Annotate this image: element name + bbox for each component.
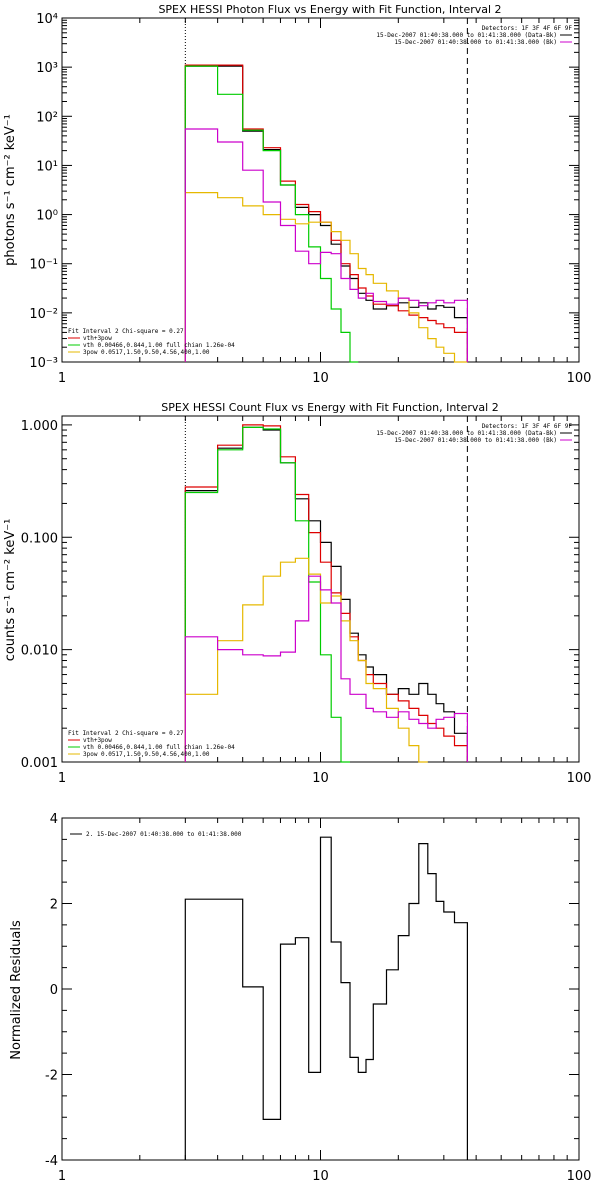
count-flux-fit-header: Fit Interval 2 Chi-square = 0.27	[68, 730, 184, 737]
residuals-y-tick-label-4: 4	[50, 812, 58, 827]
count-flux-y-title: counts s⁻¹ cm⁻² keV⁻¹	[3, 519, 18, 662]
photon-flux-background-histogram	[184, 128, 468, 362]
residuals-series	[184, 836, 468, 1160]
residuals-ticks: 1 10 100 -4 -2 0 2 4	[45, 812, 591, 1184]
count-flux-power-law-fit-histogram	[184, 557, 428, 763]
photon-flux-series	[184, 64, 468, 363]
photon-flux-y-title: photons s⁻¹ cm⁻² keV⁻¹	[3, 114, 18, 266]
count-flux-y-tick-label-3: 1.000	[21, 419, 58, 434]
photon-flux-x-tick-label-1: 10	[312, 371, 329, 386]
count-flux-x-tick-label-0: 1	[58, 771, 66, 786]
photon-flux-y-tick-label-3: 10⁰	[36, 209, 58, 224]
count-flux-total-fit-histogram	[184, 424, 468, 762]
photon-flux-thermal-fit-histogram	[184, 65, 359, 363]
photon-flux-y-tick-label-0: 10⁻³	[29, 356, 58, 371]
count-flux-thermal-fit-histogram	[184, 426, 350, 763]
photon-flux-panel: SPEX HESSI Photon Flux vs Energy with Fi…	[3, 3, 591, 386]
count-flux-y-tick-label-1: 0.010	[21, 644, 58, 659]
photon-flux-legend-3pow: 3pow 0.0517,1.50,9.50,4.56,400,1.00	[83, 349, 210, 356]
count-flux-legend-vth3pow: vth+3pow	[83, 737, 112, 744]
photon-flux-x-tick-label-2: 100	[567, 371, 592, 386]
photon-flux-title: SPEX HESSI Photon Flux vs Energy with Fi…	[158, 3, 501, 16]
photon-flux-legend-bk: 15-Dec-2007 01:40:38.000 to 01:41:38.000…	[394, 39, 557, 46]
residuals-y-tick-label-1: -2	[45, 1069, 58, 1084]
photon-flux-y-tick-label-5: 10²	[36, 110, 58, 125]
count-flux-series	[184, 424, 468, 763]
count-flux-detectors-text: Detectors: 1F 3F 4F 6F 9F	[482, 423, 573, 430]
count-flux-legend-vth: vth 0.00466,0.844,1.00 full chian 1.26e-…	[83, 744, 235, 751]
residuals-residual-histogram	[184, 836, 468, 1160]
photon-flux-plot-frame	[61, 17, 580, 363]
photon-flux-fit-header: Fit Interval 2 Chi-square = 0.27	[68, 328, 184, 335]
photon-flux-power-law-fit-histogram	[184, 192, 468, 363]
photon-flux-legend-vth: vth 0.00466,0.844,1.00 full chian 1.26e-…	[83, 342, 235, 349]
count-flux-y-tick-label-2: 0.100	[21, 531, 58, 546]
count-flux-ticks: 1 10 100 0.001 0.010 0.100 1.000	[21, 416, 592, 786]
count-flux-y-tick-label-0: 0.001	[21, 756, 58, 771]
count-flux-x-tick-label-2: 100	[567, 771, 592, 786]
photon-flux-legend-data-bk: 15-Dec-2007 01:40:38.000 to 01:41:38.000…	[376, 32, 557, 39]
residuals-x-tick-label-2: 100	[567, 1169, 592, 1184]
photon-flux-y-tick-label-1: 10⁻²	[29, 307, 58, 322]
residuals-y-tick-label-3: 2	[50, 898, 58, 913]
count-flux-x-tick-label-1: 10	[312, 771, 329, 786]
photon-flux-ticks: 1 10 100 10⁻³ 10⁻² 10⁻¹ 10⁰ 10¹ 10² 10³ 10⁴	[29, 12, 591, 386]
count-flux-data-bk-histogram	[184, 426, 468, 762]
photon-flux-legend-bottom: Fit Interval 2 Chi-square = 0.27 vth+3po…	[68, 328, 235, 356]
count-flux-panel: SPEX HESSI Count Flux vs Energy with Fit…	[3, 401, 591, 786]
residuals-y-title: Normalized Residuals	[9, 920, 24, 1060]
residuals-y-tick-label-0: -4	[45, 1154, 58, 1169]
photon-flux-y-tick-label-6: 10³	[36, 61, 58, 76]
count-flux-legend-bk: 15-Dec-2007 01:40:38.000 to 01:41:38.000…	[394, 437, 557, 444]
photon-flux-y-tick-label-4: 10¹	[36, 159, 58, 174]
residuals-legend-text: 2. 15-Dec-2007 01:40:38.000 to 01:41:38.…	[86, 831, 242, 838]
count-flux-fit-range-lines	[184, 416, 468, 762]
photon-flux-x-tick-label-0: 1	[58, 371, 66, 386]
count-flux-legend-3pow: 3pow 0.0517,1.50,9.50,4.56,400,1.00	[83, 751, 210, 758]
count-flux-title: SPEX HESSI Count Flux vs Energy with Fit…	[161, 401, 498, 414]
count-flux-legend-bottom: Fit Interval 2 Chi-square = 0.27 vth+3po…	[68, 730, 235, 758]
photon-flux-y-tick-label-2: 10⁻¹	[29, 258, 58, 273]
residuals-y-tick-label-2: 0	[50, 983, 58, 998]
photon-flux-legend-vth3pow: vth+3pow	[83, 335, 112, 342]
residuals-x-tick-label-0: 1	[58, 1169, 66, 1184]
count-flux-background-histogram	[184, 575, 468, 762]
photon-flux-y-tick-label-7: 10⁴	[36, 12, 58, 27]
photon-flux-total-fit-histogram	[184, 64, 468, 362]
residuals-panel: Normalized Residuals 1 10 100 -4 -2 0 2 4 2. 15…	[9, 812, 591, 1184]
count-flux-legend-top: Detectors: 1F 3F 4F 6F 9F 15-Dec-2007 01…	[376, 423, 572, 444]
residuals-x-tick-label-1: 10	[312, 1169, 329, 1184]
count-flux-legend-data-bk: 15-Dec-2007 01:40:38.000 to 01:41:38.000…	[376, 430, 557, 437]
photon-flux-fit-range-lines	[184, 18, 468, 362]
photon-flux-legend-top: Detectors: 1F 3F 4F 6F 9F 15-Dec-2007 01…	[376, 25, 572, 46]
photon-flux-detectors-text: Detectors: 1F 3F 4F 6F 9F	[482, 25, 573, 32]
